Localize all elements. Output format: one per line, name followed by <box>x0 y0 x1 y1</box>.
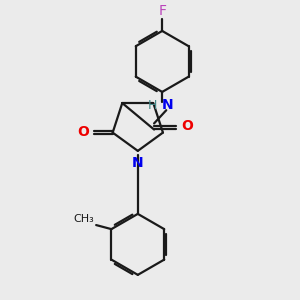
Text: O: O <box>182 119 194 134</box>
Text: F: F <box>158 4 166 18</box>
Text: H: H <box>148 99 157 112</box>
Text: N: N <box>132 156 144 170</box>
Text: CH₃: CH₃ <box>74 214 94 224</box>
Text: O: O <box>77 124 89 139</box>
Text: N: N <box>162 98 174 112</box>
